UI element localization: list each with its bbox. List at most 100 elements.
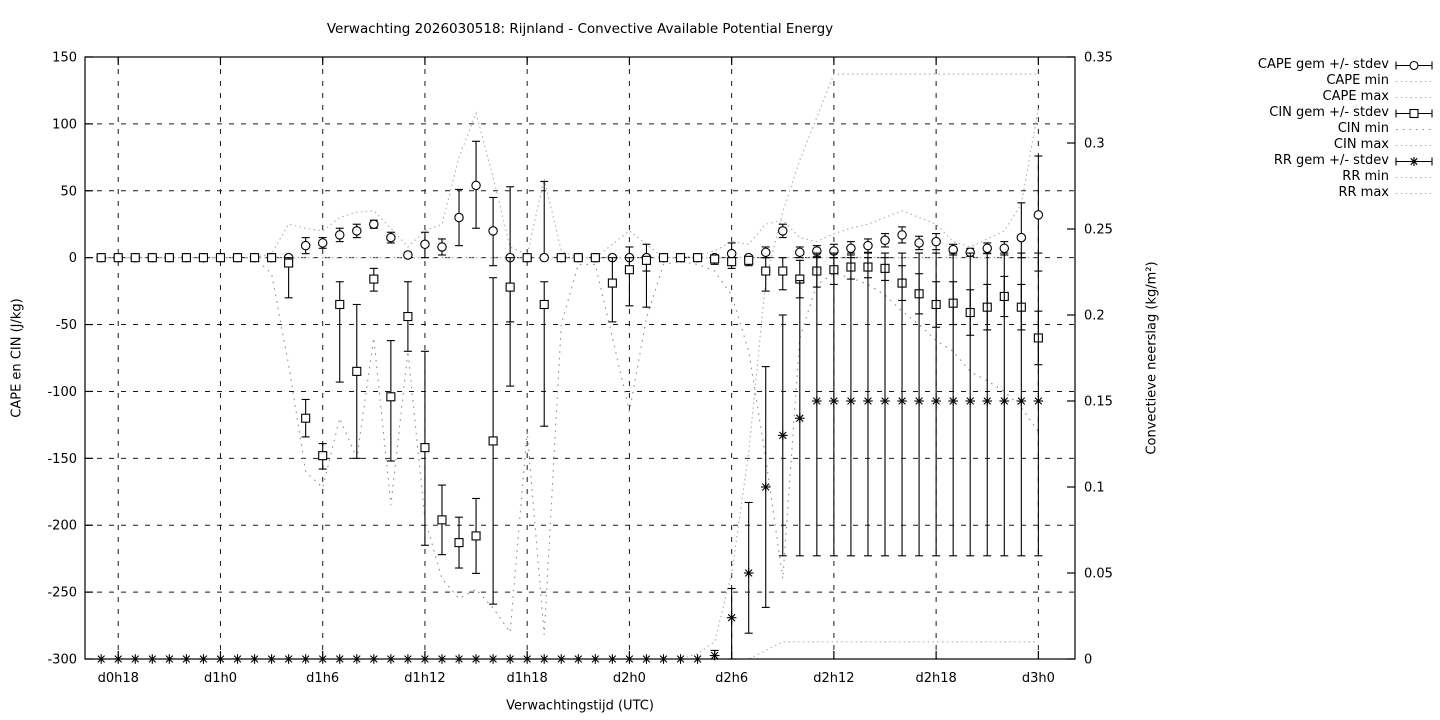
y-tick-label-right: 0.1 [1084,481,1105,496]
tick-labels: d0h18 d1h0 d1h6 d1h12 d1h18 d2h0 d2h6 d2h12 d2h1… [47,51,1112,687]
x-tick-label: d1h12 [404,671,445,686]
x-tick-label: d3h0 [1022,671,1055,686]
star-marker [726,612,737,623]
star-marker [880,396,890,406]
square-marker [522,253,532,263]
star-marker [931,396,941,406]
circle-marker [931,236,941,247]
legend-sample-dots [1396,192,1432,194]
y-tick-label-left: 150 [52,51,77,66]
y-tick-label-right: 0.2 [1084,309,1105,324]
circle-marker [317,238,328,248]
square-marker [471,531,481,541]
legend-label: CAPE min [1326,73,1389,88]
y-axis-label-left: CAPE en CIN (J/kg) [9,298,25,418]
y-tick-label-left: -150 [47,452,77,467]
square-marker [693,253,703,263]
y-tick-label-right: 0.35 [1084,51,1113,66]
legend-label: RR gem +/- stdev [1273,153,1389,168]
axis-ticks [85,56,1075,660]
y-tick-label-left: -100 [47,385,77,400]
legend-item: RR gem +/- stdev [1178,153,1434,169]
square-marker [352,366,362,376]
square-marker [113,253,123,263]
legend-label: RR max [1338,185,1389,200]
y-tick-label-left: 0 [69,251,77,266]
square-marker [369,274,379,284]
square-marker [778,266,788,276]
square-marker [658,253,669,263]
legend-sample-dots [1396,144,1432,146]
y-tick-label-left: -300 [47,653,77,668]
x-tick-label: d2h0 [613,671,646,686]
x-tick-label: d1h0 [204,671,237,686]
x-tick-label: d2h18 [915,671,956,686]
star-marker [948,396,958,406]
star-marker [897,396,907,406]
legend-item: CAPE gem +/- stdev [1178,57,1434,73]
circle-marker [471,180,481,191]
circle-marker [846,243,856,254]
square-marker [96,253,106,263]
legend-item: RR min [1178,169,1434,185]
legend-item: CAPE max [1178,89,1434,105]
legend-item: CAPE min [1178,73,1434,89]
x-tick-label: d2h12 [813,671,854,686]
circle-marker [778,226,788,236]
star-marker [863,396,873,406]
circle-marker [386,232,396,243]
y-tick-label-right: 0 [1084,653,1092,668]
square-marker [641,255,652,265]
circle-marker [795,247,805,258]
star-marker [982,396,993,406]
circle-marker [880,235,890,246]
square-marker [284,258,294,268]
legend-sample-square [1395,108,1433,118]
square-marker [539,299,549,310]
star-marker [777,430,788,441]
square-marker [198,253,208,263]
star-marker [965,396,976,406]
square-marker [454,538,464,548]
square-marker [590,253,600,263]
legend-sample-dots [1396,96,1432,98]
star-marker [760,482,771,492]
legend-label: CAPE max [1322,89,1389,104]
mean-series [96,140,1044,664]
circle-marker [726,248,737,259]
square-marker [761,266,771,276]
square-marker [420,443,430,453]
y-tick-label-left: -50 [56,318,77,333]
series-rr-min [101,641,1039,660]
circle-marker [454,212,464,223]
square-marker [710,254,720,264]
circle-marker [420,239,430,250]
circle-marker [914,238,924,248]
series-rr-max [101,73,1039,660]
minmax-series [101,73,1039,660]
square-marker [505,282,515,292]
x-axis-label: Verwachtingstijd (UTC) [506,698,654,714]
series-cape-gem-stdev [96,140,1044,387]
star-marker [914,396,924,406]
star-marker [812,396,822,406]
y-tick-label-right: 0.15 [1084,395,1113,410]
circle-marker [403,250,413,260]
series-rr-gem-stdev [96,252,1044,664]
series-cin-gem-stdev [96,253,1043,605]
legend-item: CIN gem +/- stdev [1178,105,1434,121]
legend-label: CIN max [1333,137,1389,152]
square-marker [232,253,243,263]
circle-marker [437,242,447,252]
legend: CAPE gem +/- stdev CAPE min CAPE max CIN ge… [1178,57,1434,201]
legend-item: RR max [1178,185,1434,201]
x-tick-label: d1h6 [306,671,339,686]
y-tick-label-right: 0.25 [1084,223,1113,238]
square-marker [301,413,311,423]
square-marker [215,253,226,263]
square-marker [386,392,396,402]
x-tick-label: d2h6 [715,671,748,686]
square-marker [437,515,447,525]
